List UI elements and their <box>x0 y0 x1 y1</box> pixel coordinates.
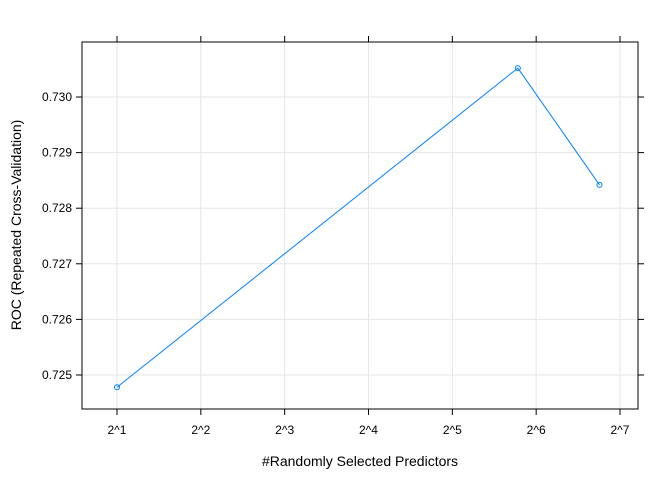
y-tick-label: 0.727 <box>42 257 72 271</box>
grid-lines <box>82 42 638 409</box>
y-tick-label: 0.728 <box>42 201 72 215</box>
y-axis-title: ROC (Repeated Cross-Validation) <box>8 120 24 331</box>
data-series <box>114 65 603 391</box>
y-tick-label: 0.725 <box>42 368 72 382</box>
x-tick-label: 2^2 <box>191 423 210 437</box>
x-tick-label: 2^3 <box>275 423 294 437</box>
x-tick-label: 2^5 <box>443 423 462 437</box>
x-tick-label: 2^1 <box>108 423 127 437</box>
x-tick-label: 2^7 <box>611 423 630 437</box>
axis-ticks: 2^1 2^2 2^3 2^4 2^5 2^6 2^7 0.725 0.726 0.727 0.72… <box>42 36 644 437</box>
y-tick-label: 0.726 <box>42 312 72 326</box>
x-axis-title: #Randomly Selected Predictors <box>262 453 458 469</box>
data-point <box>596 181 603 188</box>
plot-frame <box>81 41 639 410</box>
y-tick-label: 0.729 <box>42 146 72 160</box>
data-point <box>114 384 120 391</box>
y-tick-label: 0.730 <box>42 90 72 104</box>
x-tick-label: 2^4 <box>359 423 378 437</box>
series-line <box>116 67 600 388</box>
data-point <box>514 65 521 72</box>
x-tick-label: 2^6 <box>527 423 546 437</box>
